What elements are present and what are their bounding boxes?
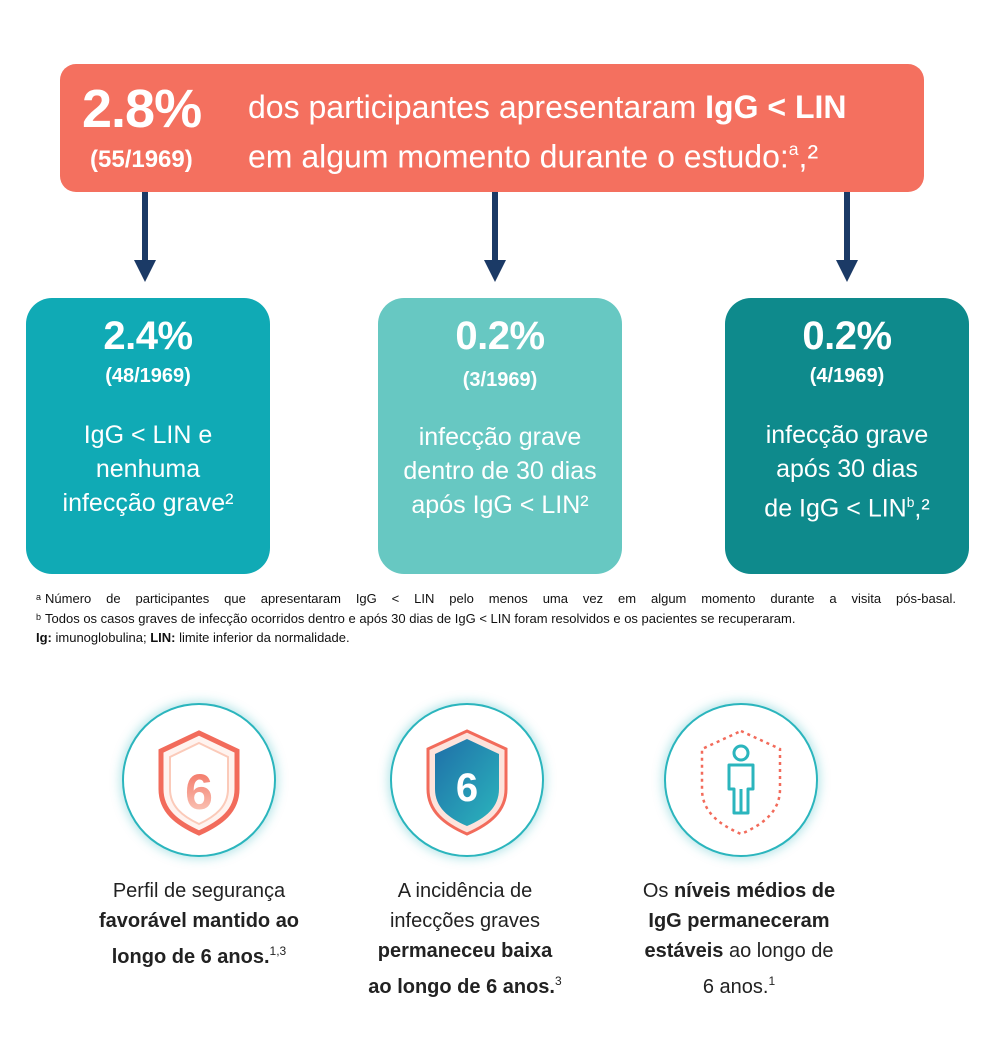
shield-six-outline-icon: 6	[158, 730, 240, 836]
box-description: IgG < LIN e nenhuma infecção grave²	[26, 418, 270, 520]
banner-line2-tail: ,²	[798, 138, 819, 175]
banner-percent: 2.8%	[82, 79, 202, 139]
footnote-a-text: Número de participantes que apresentaram…	[45, 591, 956, 606]
footnote-b-mark: b	[36, 612, 42, 622]
abbr-ig-text: imunoglobulina;	[51, 630, 151, 645]
box-fraction: (3/1969)	[462, 369, 538, 391]
caption-plain: 6 anos.	[702, 976, 769, 998]
caption-line: Perfil de segurança	[112, 880, 286, 902]
caption-plain: ao longo de	[723, 940, 834, 962]
banner-line2-sup: a	[788, 139, 799, 159]
caption-sup: 1,3	[269, 944, 287, 958]
box-description: infecção grave dentro de 30 dias após Ig…	[378, 420, 622, 522]
box-line: dentro de 30 dias	[403, 457, 597, 485]
person-shield-icon	[700, 729, 782, 836]
box-line: infecção grave	[765, 421, 929, 449]
result-box-within-30-days: 0.2% (3/1969) infecção grave dentro de 3…	[378, 298, 622, 574]
caption-bold: IgG permaneceram	[648, 910, 830, 932]
caption-line: ao longo de 6 anos.3	[340, 966, 590, 1002]
box-line: após 30 dias	[776, 455, 918, 483]
shield-six-filled-icon: 6	[426, 729, 508, 836]
shield-digit: 6	[185, 764, 213, 820]
banner-text: dos participantes apresentaram IgG < LIN…	[248, 86, 846, 177]
summary-banner: 2.8% (55/1969) dos participantes apresen…	[60, 64, 924, 192]
box-line: IgG < LIN e	[83, 421, 213, 449]
result-box-after-30-days: 0.2% (4/1969) infecção grave após 30 dia…	[725, 298, 969, 574]
box-line: infecção grave	[418, 423, 582, 451]
box-percent: 2.4%	[103, 314, 193, 358]
caption-bold: estáveis	[644, 940, 724, 962]
box-line-tail: ,²	[914, 494, 930, 523]
box-line: infecção grave²	[62, 489, 234, 517]
abbr-ig-label: Ig:	[36, 630, 52, 645]
caption-line: Os níveis médios de	[614, 876, 864, 906]
shield-digit: 6	[456, 766, 478, 810]
caption-infection-incidence: A incidência de infecções graves permane…	[340, 876, 590, 1002]
abbr-lin-label: LIN:	[150, 630, 176, 645]
box-fraction: (4/1969)	[809, 365, 885, 387]
footnote-a-mark: a	[36, 592, 42, 602]
footnote-abbreviations: Ig: imunoglobulina; LIN: limite inferior…	[36, 628, 956, 647]
result-box-no-severe-infection: 2.4% (48/1969) IgG < LIN e nenhuma infec…	[26, 298, 270, 574]
caption-plain: Os	[642, 880, 674, 902]
footnote-b: b Todos os casos graves de infecção ocorr…	[36, 608, 956, 628]
arrow-down-left-icon	[134, 192, 156, 282]
box-line-text: de IgG < LIN	[764, 494, 907, 523]
badge-igg-levels	[664, 703, 818, 857]
caption-bold: favorável mantido ao	[98, 910, 300, 932]
banner-line2: em algum momento durante o estudo:	[248, 138, 789, 175]
caption-line: permaneceu baixa	[340, 936, 590, 966]
box-description: infecção grave após 30 dias de IgG < LIN…	[725, 418, 969, 526]
footnote-b-text: Todos os casos graves de infecção ocorri…	[45, 611, 796, 626]
badge-infection-incidence: 6	[390, 703, 544, 857]
arrow-down-right-icon	[836, 192, 858, 282]
box-percent: 0.2%	[455, 314, 545, 358]
caption-safety-profile: Perfil de segurança favorável mantido ao…	[74, 876, 324, 972]
caption-line: IgG permaneceram	[614, 906, 864, 936]
caption-line: infecções graves	[389, 910, 541, 932]
badge-safety-profile: 6	[122, 703, 276, 857]
caption-bold: longo de 6 anos.	[111, 946, 270, 968]
caption-bold: níveis médios de	[673, 880, 836, 902]
caption-line: 6 anos.1	[614, 966, 864, 1002]
caption-bold: permaneceu baixa	[377, 940, 553, 962]
footnote-a: a Número de participantes que apresentara…	[36, 588, 956, 608]
caption-bold: ao longo de 6 anos.	[368, 976, 555, 998]
abbr-lin-text: limite inferior da normalidade.	[175, 630, 350, 645]
caption-line: longo de 6 anos.1,3	[74, 936, 324, 972]
box-line: após IgG < LIN²	[411, 491, 589, 519]
caption-igg-levels: Os níveis médios de IgG permaneceram est…	[614, 876, 864, 1002]
arrow-down-center-icon	[484, 192, 506, 282]
caption-line: favorável mantido ao	[74, 906, 324, 936]
box-line-sup: b	[906, 495, 915, 510]
caption-line: A incidência de	[397, 880, 533, 902]
box-fraction: (48/1969)	[105, 365, 191, 387]
box-percent: 0.2%	[802, 314, 892, 358]
caption-sup: 3	[555, 974, 562, 988]
banner-line1-bold: IgG < LIN	[705, 89, 847, 125]
caption-line: estáveis ao longo de	[614, 936, 864, 966]
banner-fraction: (55/1969)	[90, 146, 193, 173]
caption-sup: 1	[768, 974, 776, 988]
footnotes: a Número de participantes que apresentara…	[36, 588, 956, 647]
banner-line1-plain: dos participantes apresentaram	[248, 89, 706, 125]
box-line: nenhuma	[95, 455, 201, 483]
box-line: de IgG < LINb,²	[725, 486, 969, 526]
